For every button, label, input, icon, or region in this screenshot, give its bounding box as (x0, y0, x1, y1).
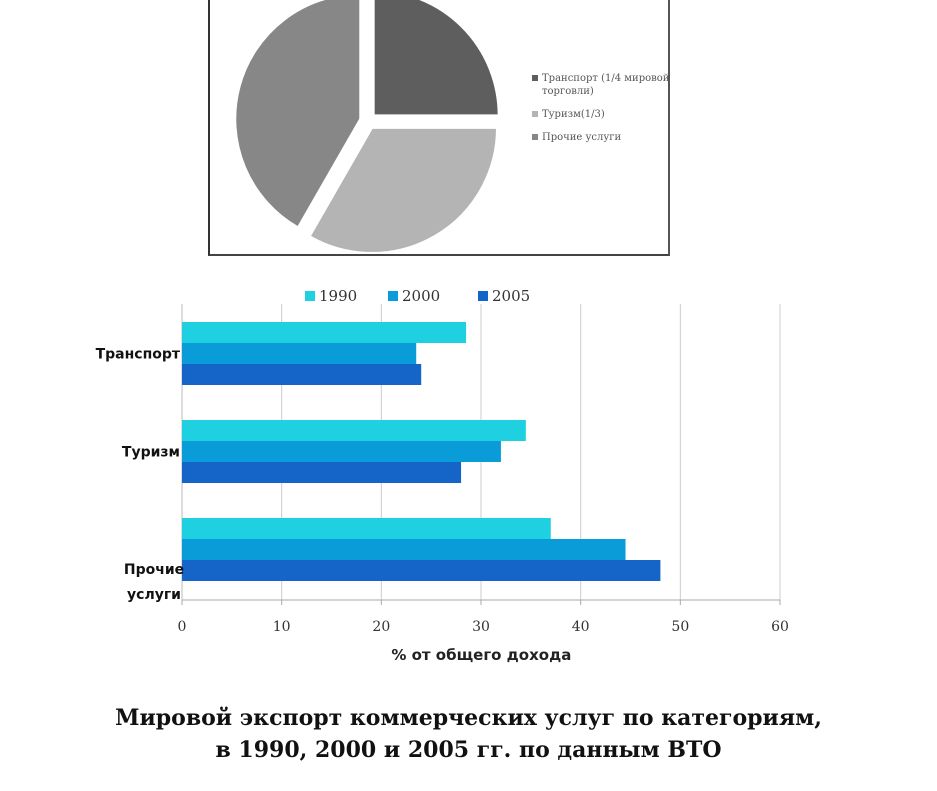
pie-slice-2 (234, 0, 362, 229)
pie-chart-frame: Транспорт (1/4 мировой торговли) Туризм(… (208, 0, 670, 256)
y-category-label-1: Туризм (122, 445, 180, 461)
legend-swatch-1990 (305, 291, 315, 301)
legend-label-2005: 2005 (492, 287, 530, 305)
pie-legend-item-other: Прочие услуги (532, 131, 672, 144)
x-tick-label-1: 10 (273, 619, 291, 635)
pie-chart (234, 0, 500, 254)
pie-legend-swatch-transport (532, 75, 538, 81)
bar-прочие-услуги-2000 (182, 539, 626, 560)
pie-legend-swatch-tourism (532, 111, 538, 117)
bar-туризм-2005 (182, 462, 462, 483)
pie-legend-label-other: Прочие услуги (542, 132, 622, 143)
pie-legend: Транспорт (1/4 мировой торговли) Туризм(… (532, 72, 672, 154)
legend-label-2000: 2000 (402, 287, 440, 305)
x-tick-label-3: 30 (472, 619, 490, 635)
x-axis-label: % от общего дохода (391, 646, 571, 664)
pie-legend-label-tourism: Туризм(1/3) (542, 109, 605, 120)
x-tick-label-6: 60 (771, 619, 789, 635)
caption-line-1: Мировой экспорт коммерческих услуг по ка… (115, 705, 822, 731)
x-tick-label-5: 50 (671, 619, 689, 635)
pie-legend-item-transport: Транспорт (1/4 мировой торговли) (532, 72, 672, 98)
bar-транспорт-2005 (182, 364, 422, 385)
bar-прочие-услуги-2005 (182, 560, 661, 581)
pie-legend-item-tourism: Туризм(1/3) (532, 108, 672, 121)
legend-label-1990: 1990 (319, 287, 357, 305)
legend-swatch-2000 (388, 291, 398, 301)
y-category-label-2: Прочие услуги (124, 562, 184, 603)
caption-line-2: в 1990, 2000 и 2005 гг. по данным ВТО (215, 737, 722, 763)
bar-прочие-услуги-1990 (182, 518, 551, 539)
pie-legend-swatch-other (532, 134, 538, 140)
legend-swatch-2005 (478, 291, 488, 301)
bar-chart: 0 10 20 30 40 50 60 % от общего дохода Транспорт… (96, 287, 789, 664)
pie-slice-1 (308, 126, 499, 254)
bar-транспорт-2000 (182, 343, 417, 364)
bar-туризм-2000 (182, 441, 501, 462)
pie-slice-0 (372, 0, 500, 117)
bar-туризм-1990 (182, 420, 526, 441)
y-category-label-0: Транспорт (96, 347, 181, 363)
x-tick-label-0: 0 (178, 619, 187, 635)
x-tick-label-4: 40 (572, 619, 590, 635)
pie-legend-label-transport: Транспорт (1/4 мировой торговли) (542, 73, 670, 97)
bar-транспорт-1990 (182, 322, 467, 343)
x-tick-label-2: 20 (372, 619, 390, 635)
